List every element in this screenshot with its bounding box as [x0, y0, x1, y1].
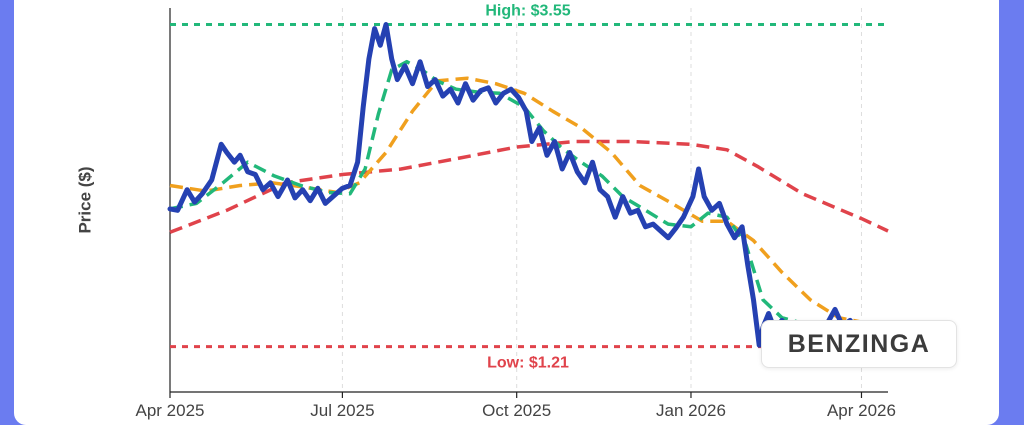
low-label: Low: $1.21	[487, 355, 569, 372]
mid-ma-line	[169, 76, 889, 330]
x-tick-label: Apr 2025	[136, 401, 205, 420]
long-ma-line	[169, 139, 889, 234]
high-label: High: $3.55	[485, 3, 570, 20]
benzinga-logo: BENZINGA	[761, 320, 957, 368]
series-group	[167, 22, 891, 348]
x-tick-label: Jan 2026	[656, 401, 726, 420]
y-axis-label: Price ($)	[75, 166, 94, 233]
x-tick-label: Jul 2025	[310, 401, 374, 420]
x-tick-label: Apr 2026	[827, 401, 896, 420]
axes	[169, 8, 888, 393]
reference-lines: High: $3.55 Low: $1.21	[170, 3, 888, 372]
logo-text: BENZINGA	[787, 329, 931, 358]
price-line	[167, 22, 891, 348]
x-axis-ticks: Apr 2025 Jul 2025 Oct 2025 Jan 2026 Apr 2026	[136, 392, 896, 420]
x-tick-label: Oct 2025	[482, 401, 551, 420]
